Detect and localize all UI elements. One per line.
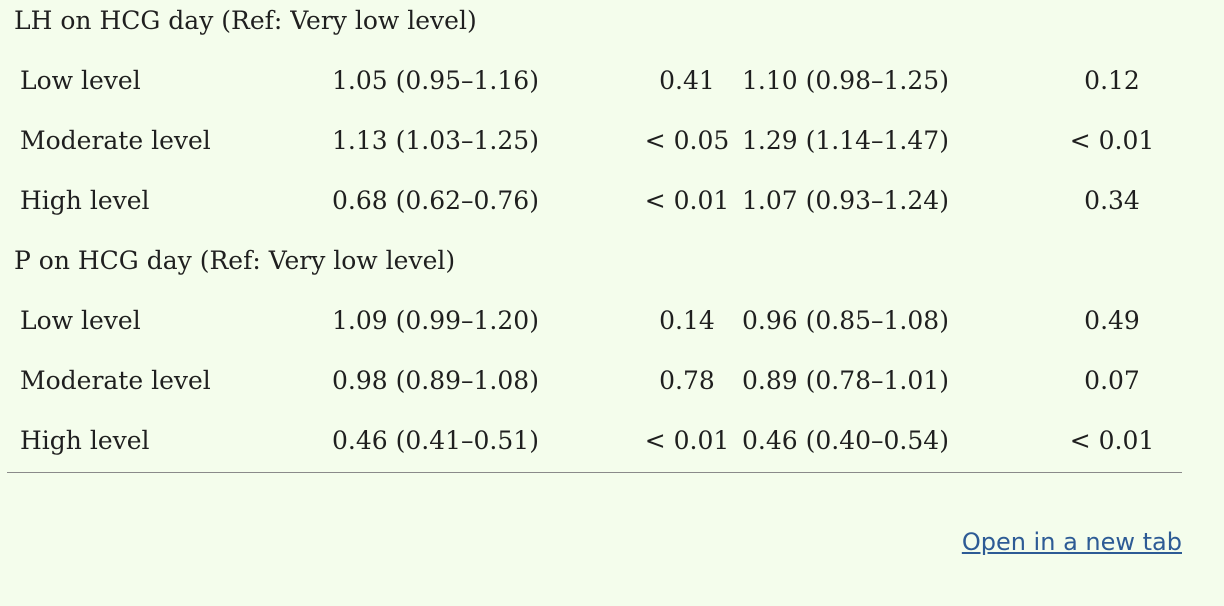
table-row: Moderate level 1.13 (1.03–1.25) < 0.05 1… — [7, 110, 1182, 170]
p-value-1: < 0.01 — [644, 425, 730, 455]
table-row: Low level 1.05 (0.95–1.16) 0.41 1.10 (0.… — [7, 50, 1182, 110]
p-value-2: 0.12 — [1084, 65, 1140, 95]
row-label: Moderate level — [20, 365, 211, 395]
table-row: Moderate level 0.98 (0.89–1.08) 0.78 0.8… — [7, 350, 1182, 410]
table-row: Low level 1.09 (0.99–1.20) 0.14 0.96 (0.… — [7, 290, 1182, 350]
section-heading: LH on HCG day (Ref: Very low level) — [14, 6, 477, 35]
ci-value-1: 1.09 (0.99–1.20) — [332, 305, 539, 335]
p-value-2: < 0.01 — [1069, 425, 1155, 455]
ci-value-1: 1.13 (1.03–1.25) — [332, 125, 539, 155]
ci-value-2: 0.46 (0.40–0.54) — [742, 425, 949, 455]
results-table-container: LH on HCG day (Ref: Very low level) Low … — [7, 0, 1182, 470]
section-heading-row: P on HCG day (Ref: Very low level) — [7, 230, 1182, 290]
p-value-1: 0.41 — [659, 65, 715, 95]
row-label: High level — [20, 425, 150, 455]
p-value-1: 0.78 — [659, 365, 715, 395]
ci-value-1: 0.68 (0.62–0.76) — [332, 185, 539, 215]
ci-value-2: 1.29 (1.14–1.47) — [742, 125, 949, 155]
open-in-new-tab-link[interactable]: Open in a new tab — [961, 528, 1182, 556]
row-label: Moderate level — [20, 125, 211, 155]
ci-value-2: 1.10 (0.98–1.25) — [742, 65, 949, 95]
p-value-2: < 0.01 — [1069, 125, 1155, 155]
table-row: High level 0.46 (0.41–0.51) < 0.01 0.46 … — [7, 410, 1182, 470]
table-bottom-rule — [7, 472, 1182, 473]
row-label: Low level — [20, 305, 141, 335]
ci-value-1: 0.46 (0.41–0.51) — [332, 425, 539, 455]
table-row: High level 0.68 (0.62–0.76) < 0.01 1.07 … — [7, 170, 1182, 230]
ci-value-2: 1.07 (0.93–1.24) — [742, 185, 949, 215]
ci-value-1: 1.05 (0.95–1.16) — [332, 65, 539, 95]
ci-value-2: 0.96 (0.85–1.08) — [742, 305, 949, 335]
p-value-1: 0.14 — [659, 305, 715, 335]
p-value-2: 0.07 — [1084, 365, 1140, 395]
p-value-1: < 0.01 — [644, 185, 730, 215]
ci-value-1: 0.98 (0.89–1.08) — [332, 365, 539, 395]
p-value-1: < 0.05 — [644, 125, 730, 155]
ci-value-2: 0.89 (0.78–1.01) — [742, 365, 949, 395]
p-value-2: 0.34 — [1084, 185, 1140, 215]
row-label: High level — [20, 185, 150, 215]
p-value-2: 0.49 — [1084, 305, 1140, 335]
section-heading-row: LH on HCG day (Ref: Very low level) — [7, 0, 1182, 50]
row-label: Low level — [20, 65, 141, 95]
section-heading: P on HCG day (Ref: Very low level) — [14, 245, 456, 275]
results-table: LH on HCG day (Ref: Very low level) Low … — [7, 0, 1182, 470]
